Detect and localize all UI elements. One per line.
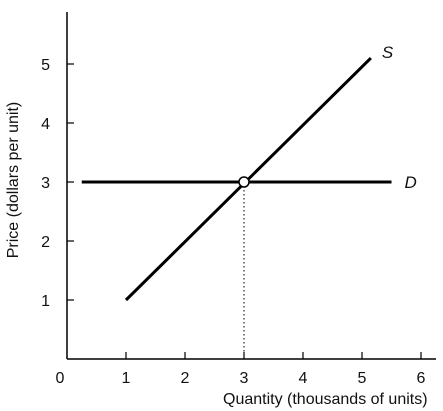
x-tick-label-5: 5 xyxy=(358,370,367,387)
tick-labels: 0 1 2 3 4 5 6 1 2 3 4 5 xyxy=(41,57,425,387)
y-tick-label-5: 5 xyxy=(41,57,50,74)
y-tick-label-3: 3 xyxy=(41,175,50,192)
x-tick-label-4: 4 xyxy=(299,370,308,387)
y-tick-label-2: 2 xyxy=(41,234,50,251)
y-tick-label-4: 4 xyxy=(41,116,50,133)
x-axis-title: Quantity (thousands of units) xyxy=(223,391,428,408)
y-axis-title: Price (dollars per unit) xyxy=(5,102,22,259)
x-tick-label-6: 6 xyxy=(417,370,426,387)
series-label-S: S xyxy=(382,43,394,62)
x-tick-label-3: 3 xyxy=(240,370,249,387)
points xyxy=(238,176,250,188)
series-labels: SD xyxy=(382,43,417,192)
x-tick-label-0: 0 xyxy=(56,370,65,387)
axes xyxy=(66,12,436,360)
series-label-D: D xyxy=(405,173,417,192)
x-tick-label-2: 2 xyxy=(181,370,190,387)
series-lines xyxy=(81,57,392,302)
equilibrium-point xyxy=(238,176,250,188)
x-tick-label-1: 1 xyxy=(122,370,131,387)
y-tick-label-1: 1 xyxy=(41,293,50,310)
